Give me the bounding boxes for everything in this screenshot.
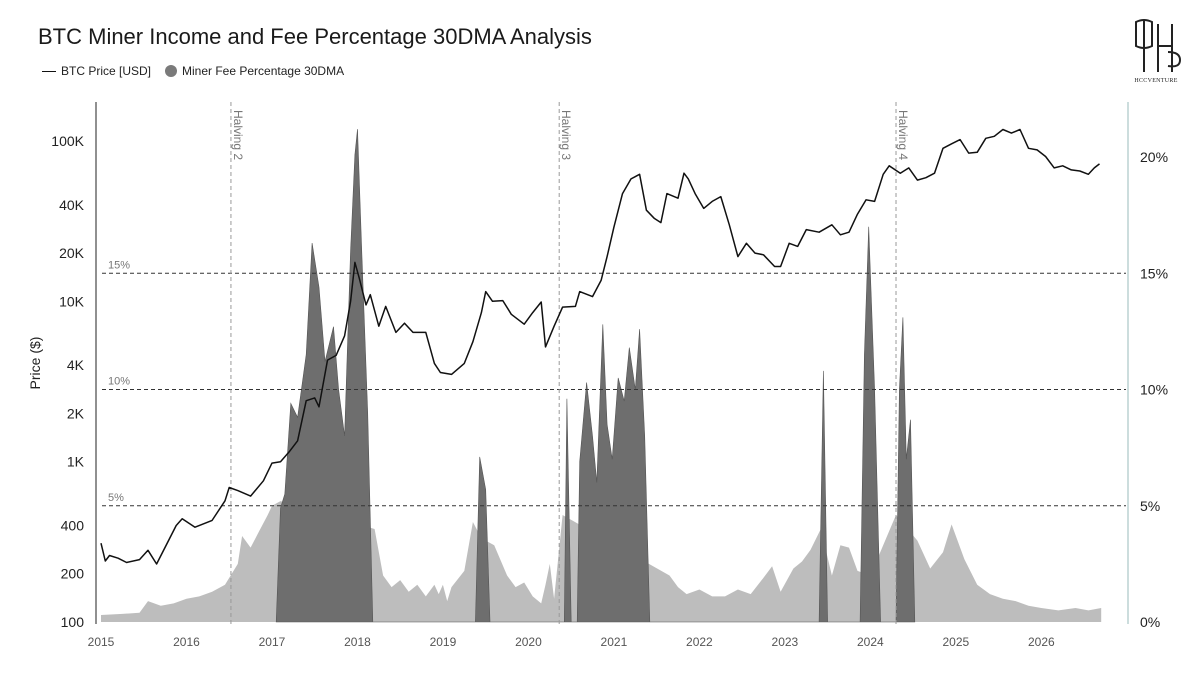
x-tick-2021: 2021 [601,635,628,649]
halving-label-3: Halving 3 [559,110,573,160]
reference-label-5: 5% [108,492,124,504]
y-left-tick-40K: 40K [59,197,85,213]
legend-label-price: BTC Price [USD] [61,64,152,78]
x-tick-2024: 2024 [857,635,884,649]
y-right-tick-15%: 15% [1140,265,1168,281]
x-tick-2019: 2019 [430,635,457,649]
x-tick-2016: 2016 [173,635,200,649]
y-left-tick-2K: 2K [67,405,85,421]
x-tick-2022: 2022 [686,635,713,649]
y-left-tick-100K: 100K [51,133,84,149]
y-left-tick-200: 200 [61,566,85,582]
halving-label-4: Halving 4 [896,110,910,160]
y-right-tick-5%: 5% [1140,498,1160,514]
reference-label-15: 15% [108,259,130,271]
x-tick-2026: 2026 [1028,635,1055,649]
y-axis-label: Price ($) [27,337,43,390]
legend-label-fee: Miner Fee Percentage 30DMA [182,64,345,78]
x-tick-2018: 2018 [344,635,371,649]
y-left-tick-1K: 1K [67,454,85,470]
x-tick-2020: 2020 [515,635,542,649]
y-left-tick-10K: 10K [59,293,85,309]
y-left-tick-100: 100 [61,614,85,630]
brand-logo-text: HCCVENTURE [1134,78,1178,84]
dot-swatch-icon [165,65,178,77]
x-tick-2023: 2023 [772,635,799,649]
y-left-tick-20K: 20K [59,245,85,261]
reference-label-10: 10% [108,376,130,388]
halving-label-2: Halving 2 [231,110,245,160]
x-tick-2017: 2017 [259,635,286,649]
y-right-tick-20%: 20% [1140,149,1168,165]
y-right-tick-0%: 0% [1140,614,1160,630]
brand-logo-icon [1135,19,1182,72]
legend: BTC Price [USD] Miner Fee Percentage 30D… [42,64,344,78]
price-line [100,128,1100,565]
legend-item-price[interactable]: BTC Price [USD] [42,64,151,78]
legend-item-fee[interactable]: Miner Fee Percentage 30DMA [165,64,344,78]
y-left-tick-4K: 4K [67,357,85,373]
line-swatch-icon [42,70,56,72]
x-tick-2015: 2015 [88,635,115,649]
chart-title: BTC Miner Income and Fee Percentage 30DM… [38,24,592,49]
y-right-tick-10%: 10% [1140,382,1168,398]
fee-area-high [275,129,916,623]
x-tick-2025: 2025 [943,635,970,649]
y-left-tick-400: 400 [61,517,85,533]
